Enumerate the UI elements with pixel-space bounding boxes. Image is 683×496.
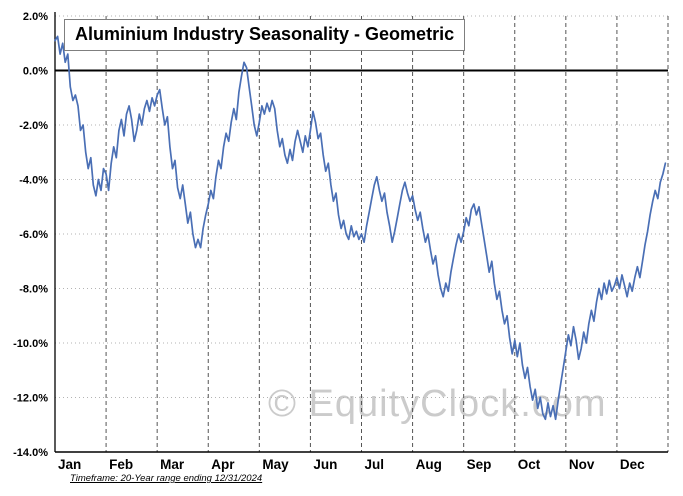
y-tick-label: 0.0%	[23, 66, 48, 78]
x-tick-label: Aug	[416, 457, 442, 472]
watermark: © EquityClock.com	[268, 383, 607, 425]
y-tick-label: -4.0%	[19, 175, 48, 187]
x-tick-label: Jun	[313, 457, 337, 472]
seasonality-line	[54, 35, 667, 421]
y-tick-label: -14.0%	[13, 447, 48, 459]
y-tick-label: -8.0%	[19, 284, 48, 296]
x-tick-label: Mar	[160, 457, 185, 472]
x-tick-label: Jul	[365, 457, 385, 472]
x-tick-label: Sep	[467, 457, 492, 472]
x-tick-label: Feb	[109, 457, 133, 472]
y-tick-label: -10.0%	[13, 338, 48, 350]
y-tick-label: -12.0%	[13, 393, 48, 405]
x-tick-label: Nov	[569, 457, 595, 472]
x-tick-label: May	[262, 457, 289, 472]
y-tick-label: 2.0%	[23, 11, 48, 23]
x-tick-label: Jan	[58, 457, 81, 472]
y-tick-label: -6.0%	[19, 229, 48, 241]
x-tick-label: Apr	[211, 457, 235, 472]
x-tick-label: Oct	[518, 457, 541, 472]
y-tick-label: -2.0%	[19, 120, 48, 132]
x-tick-label: Dec	[620, 457, 645, 472]
timeframe-footnote: Timeframe: 20-Year range ending 12/31/20…	[70, 473, 263, 484]
chart-title: Aluminium Industry Seasonality - Geometr…	[64, 19, 466, 51]
